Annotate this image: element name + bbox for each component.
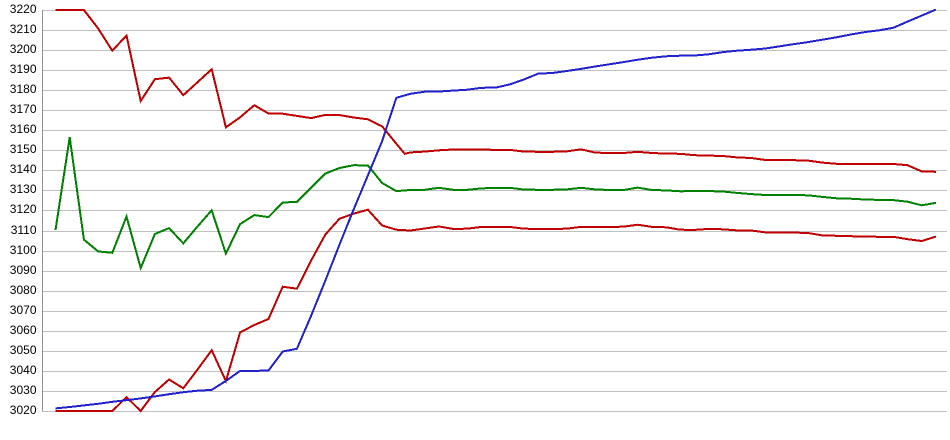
svg-text:3220: 3220 bbox=[10, 2, 37, 16]
svg-text:3080: 3080 bbox=[10, 283, 37, 297]
svg-text:3200: 3200 bbox=[10, 42, 37, 56]
svg-text:3020: 3020 bbox=[10, 403, 37, 417]
svg-text:3120: 3120 bbox=[10, 202, 37, 216]
svg-text:3040: 3040 bbox=[10, 363, 37, 377]
svg-text:3210: 3210 bbox=[10, 22, 37, 36]
svg-text:3190: 3190 bbox=[10, 62, 37, 76]
svg-text:3140: 3140 bbox=[10, 162, 37, 176]
svg-text:3160: 3160 bbox=[10, 122, 37, 136]
svg-text:3070: 3070 bbox=[10, 303, 37, 317]
svg-text:3170: 3170 bbox=[10, 102, 37, 116]
svg-text:3050: 3050 bbox=[10, 343, 37, 357]
svg-text:3100: 3100 bbox=[10, 243, 37, 257]
svg-text:3090: 3090 bbox=[10, 263, 37, 277]
svg-text:3180: 3180 bbox=[10, 82, 37, 96]
svg-text:3130: 3130 bbox=[10, 182, 37, 196]
svg-text:3110: 3110 bbox=[11, 223, 37, 237]
svg-text:3060: 3060 bbox=[10, 323, 37, 337]
svg-text:3150: 3150 bbox=[10, 142, 37, 156]
svg-text:3030: 3030 bbox=[10, 383, 37, 397]
